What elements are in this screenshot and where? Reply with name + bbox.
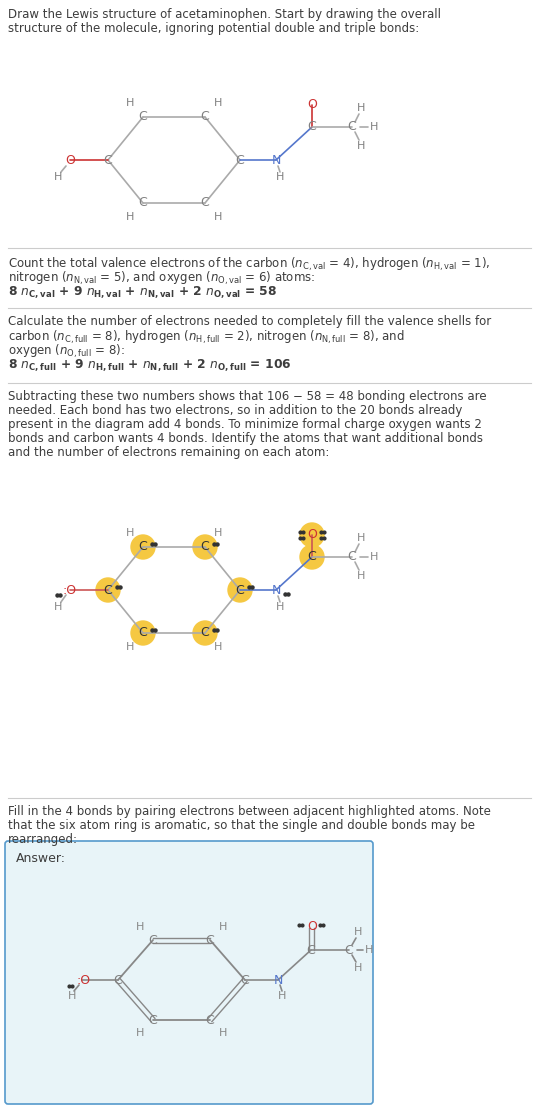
Text: N: N [273, 974, 282, 987]
Text: C: C [114, 974, 122, 987]
Text: H: H [357, 141, 365, 151]
Text: H: H [136, 922, 144, 932]
Text: C: C [205, 1014, 215, 1027]
Text: O: O [307, 98, 317, 111]
Text: rearranged:: rearranged: [8, 833, 78, 846]
Text: C: C [344, 944, 354, 956]
Circle shape [131, 621, 155, 645]
Text: H: H [354, 927, 362, 937]
Text: nitrogen ($n_\mathregular{N,val}$ = 5), and oxygen ($n_\mathregular{O,val}$ = 6): nitrogen ($n_\mathregular{N,val}$ = 5), … [8, 269, 315, 287]
Text: C: C [149, 1014, 157, 1027]
Text: H: H [219, 1028, 227, 1038]
Text: 8 $n_\mathregular{C,val}$ + 9 $n_\mathregular{H,val}$ + $n_\mathregular{N,val}$ : 8 $n_\mathregular{C,val}$ + 9 $n_\mathre… [8, 284, 277, 299]
Text: C: C [201, 540, 209, 553]
Text: present in the diagram add 4 bonds. To minimize formal charge oxygen wants 2: present in the diagram add 4 bonds. To m… [8, 418, 482, 431]
Text: H: H [370, 552, 378, 562]
Text: C: C [201, 196, 209, 210]
Text: H: H [68, 991, 76, 1001]
Text: O: O [65, 153, 75, 166]
Text: H: H [276, 602, 284, 612]
Text: H: H [126, 642, 134, 652]
Text: Count the total valence electrons of the carbon ($n_\mathregular{C,val}$ = 4), h: Count the total valence electrons of the… [8, 256, 490, 273]
Text: O: O [307, 529, 317, 541]
Text: C: C [201, 111, 209, 123]
Circle shape [300, 523, 324, 547]
Text: Answer:: Answer: [16, 852, 66, 865]
Text: H: H [126, 98, 134, 108]
Text: H: H [54, 172, 62, 182]
Circle shape [96, 578, 120, 602]
Text: Calculate the number of electrons needed to completely fill the valence shells f: Calculate the number of electrons needed… [8, 315, 491, 328]
Text: C: C [348, 121, 356, 133]
Text: Draw the Lewis structure of acetaminophen. Start by drawing the overall: Draw the Lewis structure of acetaminophe… [8, 8, 441, 21]
Text: N: N [271, 153, 281, 166]
Circle shape [193, 535, 217, 559]
Text: Fill in the 4 bonds by pairing electrons between adjacent highlighted atoms. Not: Fill in the 4 bonds by pairing electrons… [8, 805, 491, 818]
Text: that the six atom ring is aromatic, so that the single and double bonds may be: that the six atom ring is aromatic, so t… [8, 820, 475, 832]
Text: C: C [103, 583, 112, 597]
Text: oxygen ($n_\mathregular{O,full}$ = 8):: oxygen ($n_\mathregular{O,full}$ = 8): [8, 343, 125, 360]
Text: H: H [354, 963, 362, 973]
Text: carbon ($n_\mathregular{C,full}$ = 8), hydrogen ($n_\mathregular{H,full}$ = 2), : carbon ($n_\mathregular{C,full}$ = 8), h… [8, 329, 405, 346]
Circle shape [300, 545, 324, 569]
Text: C: C [139, 196, 147, 210]
Text: C: C [307, 944, 315, 956]
Text: C: C [139, 627, 147, 640]
Text: C: C [139, 540, 147, 553]
FancyBboxPatch shape [5, 841, 373, 1103]
Text: H: H [126, 528, 134, 538]
Text: 8 $n_\mathregular{C,full}$ + 9 $n_\mathregular{H,full}$ + $n_\mathregular{N,full: 8 $n_\mathregular{C,full}$ + 9 $n_\mathr… [8, 357, 292, 373]
Text: C: C [201, 627, 209, 640]
Text: C: C [103, 153, 112, 166]
Text: C: C [240, 974, 250, 987]
Text: and the number of electrons remaining on each atom:: and the number of electrons remaining on… [8, 446, 329, 459]
Text: H: H [357, 571, 365, 581]
Text: O: O [307, 920, 317, 934]
Text: C: C [236, 153, 244, 166]
Text: C: C [205, 934, 215, 946]
Text: H: H [214, 98, 222, 108]
Text: :O: :O [77, 974, 91, 987]
Text: N: N [271, 583, 281, 597]
Text: H: H [370, 122, 378, 132]
Text: H: H [219, 922, 227, 932]
Text: H: H [126, 212, 134, 222]
Text: C: C [308, 121, 316, 133]
Text: C: C [139, 111, 147, 123]
Text: C: C [236, 583, 244, 597]
Text: H: H [54, 602, 62, 612]
Text: :O: :O [63, 583, 77, 597]
Circle shape [193, 621, 217, 645]
Circle shape [228, 578, 252, 602]
Text: H: H [357, 533, 365, 543]
Text: H: H [365, 945, 373, 955]
Text: H: H [357, 103, 365, 113]
Text: C: C [149, 934, 157, 946]
Text: structure of the molecule, ignoring potential double and triple bonds:: structure of the molecule, ignoring pote… [8, 22, 419, 35]
Text: Subtracting these two numbers shows that 106 − 58 = 48 bonding electrons are: Subtracting these two numbers shows that… [8, 390, 487, 403]
Text: H: H [278, 991, 286, 1001]
Text: H: H [214, 528, 222, 538]
Text: H: H [214, 642, 222, 652]
Text: C: C [348, 550, 356, 563]
Text: bonds and carbon wants 4 bonds. Identify the atoms that want additional bonds: bonds and carbon wants 4 bonds. Identify… [8, 433, 483, 445]
Text: H: H [276, 172, 284, 182]
Circle shape [131, 535, 155, 559]
Text: H: H [136, 1028, 144, 1038]
Text: needed. Each bond has two electrons, so in addition to the 20 bonds already: needed. Each bond has two electrons, so … [8, 404, 462, 417]
Text: H: H [214, 212, 222, 222]
Text: C: C [308, 550, 316, 563]
